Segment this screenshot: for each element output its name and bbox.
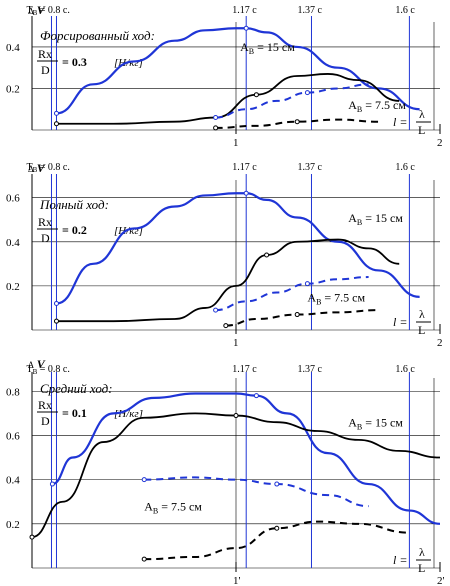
data-point xyxy=(49,481,55,487)
data-point xyxy=(294,312,300,318)
x-tick-label: 2 xyxy=(437,137,443,149)
y-axis-label: Δ V xyxy=(28,161,46,175)
series-line-1 xyxy=(56,27,420,115)
data-point xyxy=(304,281,310,287)
ratio-denominator: D xyxy=(41,231,50,245)
series-line-3 xyxy=(215,83,369,119)
time-mark-label: 1.17 c xyxy=(232,364,257,375)
chart-panel-1: Δ V 0.2 0.4 1 2 TB = 0.8 c. 1.17 c 1.37 c 1.6 c Ф… xyxy=(6,3,443,149)
series-line-2 xyxy=(31,412,441,538)
series-line-3 xyxy=(144,476,369,508)
x-label-denominator: L xyxy=(418,323,425,337)
data-point xyxy=(53,110,59,116)
y-tick-label: 0.4 xyxy=(6,237,20,249)
y-axis-label: Δ V xyxy=(28,3,46,17)
ratio-numerator: Rx xyxy=(38,398,52,412)
y-tick-label: 0.2 xyxy=(6,83,20,95)
series-line-1 xyxy=(56,192,420,305)
ratio-denominator: D xyxy=(41,63,50,77)
x-tick-label: 1' xyxy=(233,575,241,586)
time-mark-label: TB = 0.8 c. xyxy=(26,5,69,17)
time-mark-label: 1.17 c xyxy=(232,162,257,173)
x-label-numerator: λ xyxy=(419,307,425,321)
data-point xyxy=(53,121,59,127)
time-mark-label: 1.6 c xyxy=(395,364,415,375)
series-label: AB = 7.5 см xyxy=(307,290,365,306)
series-label: AB = 15 см xyxy=(348,416,403,432)
series-line-4 xyxy=(144,520,410,561)
x-tick-label: 1 xyxy=(233,337,239,349)
data-point xyxy=(243,190,249,196)
time-mark-label: 1.6 c xyxy=(395,162,415,173)
x-axis-label: l = xyxy=(393,315,407,329)
series-line-1 xyxy=(52,392,441,525)
series-line-2 xyxy=(56,238,400,323)
series-line-3 xyxy=(215,276,369,312)
chart-panel-2: Δ V 0.2 0.4 0.6 1 2 TB = 0.8 c. 1.17 c 1.37 c 1.6… xyxy=(6,161,443,349)
ratio-value: = 0.2 xyxy=(62,223,87,237)
data-point xyxy=(53,318,59,324)
y-tick-label: 0.4 xyxy=(6,475,20,487)
data-point xyxy=(294,119,300,125)
ratio-unit: [Н/кг] xyxy=(114,225,143,237)
data-point xyxy=(29,534,35,540)
y-tick-label: 0.2 xyxy=(6,281,20,293)
panel-label: Форсированный ход: xyxy=(40,28,155,43)
y-tick-label: 0.2 xyxy=(6,519,20,531)
x-label-numerator: λ xyxy=(419,545,425,559)
ratio-numerator: Rx xyxy=(38,215,52,229)
chart-panel-3: Δ V 0.2 0.4 0.6 0.8 1' 2' TB = 0.8 c. 1.17 c 1.37… xyxy=(6,357,445,586)
time-mark-label: 1.37 c xyxy=(297,162,322,173)
ratio-value: = 0.1 xyxy=(62,406,87,420)
series-label: AB = 7.5 см xyxy=(144,500,202,516)
x-tick-label: 2 xyxy=(437,337,443,349)
x-tick-label: 1 xyxy=(233,137,239,149)
data-point xyxy=(53,301,59,307)
time-mark-label: TB = 0.8 c. xyxy=(26,364,69,376)
y-tick-label: 0.6 xyxy=(6,430,20,442)
panel-label: Средний ход: xyxy=(40,381,113,396)
data-point xyxy=(141,477,147,483)
y-tick-label: 0.4 xyxy=(6,42,20,54)
data-point xyxy=(223,323,229,329)
ratio-value: = 0.3 xyxy=(62,55,87,69)
data-point xyxy=(253,393,259,399)
ratio-denominator: D xyxy=(41,414,50,428)
series-line-4 xyxy=(225,309,379,327)
ratio-unit: [Н/кг] xyxy=(114,408,143,420)
data-point xyxy=(243,25,249,31)
data-point xyxy=(213,115,219,121)
ratio-numerator: Rx xyxy=(38,47,52,61)
series-label: AB = 15 см xyxy=(348,211,403,227)
time-mark-label: 1.37 c xyxy=(297,364,322,375)
time-mark-label: 1.6 c xyxy=(395,5,415,16)
data-point xyxy=(213,307,219,313)
series-label: AB = 15 см xyxy=(240,40,295,56)
x-axis-label: l = xyxy=(393,115,407,129)
x-tick-label: 2' xyxy=(437,575,445,586)
x-axis-label: l = xyxy=(393,553,407,567)
panel-label: Полный ход: xyxy=(39,197,109,212)
x-label-numerator: λ xyxy=(419,107,425,121)
series-label: AB = 7.5 см xyxy=(348,98,406,114)
data-point xyxy=(213,125,219,131)
x-label-denominator: L xyxy=(418,123,425,137)
time-mark-label: 1.37 c xyxy=(297,5,322,16)
y-axis-label: Δ V xyxy=(28,357,46,371)
data-point xyxy=(141,556,147,562)
x-label-denominator: L xyxy=(418,561,425,575)
data-point xyxy=(253,92,259,98)
data-point xyxy=(274,481,280,487)
data-point xyxy=(304,90,310,96)
data-point xyxy=(274,525,280,531)
data-point xyxy=(233,413,239,419)
time-mark-label: 1.17 c xyxy=(232,5,257,16)
data-point xyxy=(264,252,270,258)
time-mark-label: TB = 0.8 c. xyxy=(26,162,69,174)
y-tick-label: 0.8 xyxy=(6,386,20,398)
series-line-4 xyxy=(215,118,379,129)
y-tick-label: 0.6 xyxy=(6,193,20,205)
